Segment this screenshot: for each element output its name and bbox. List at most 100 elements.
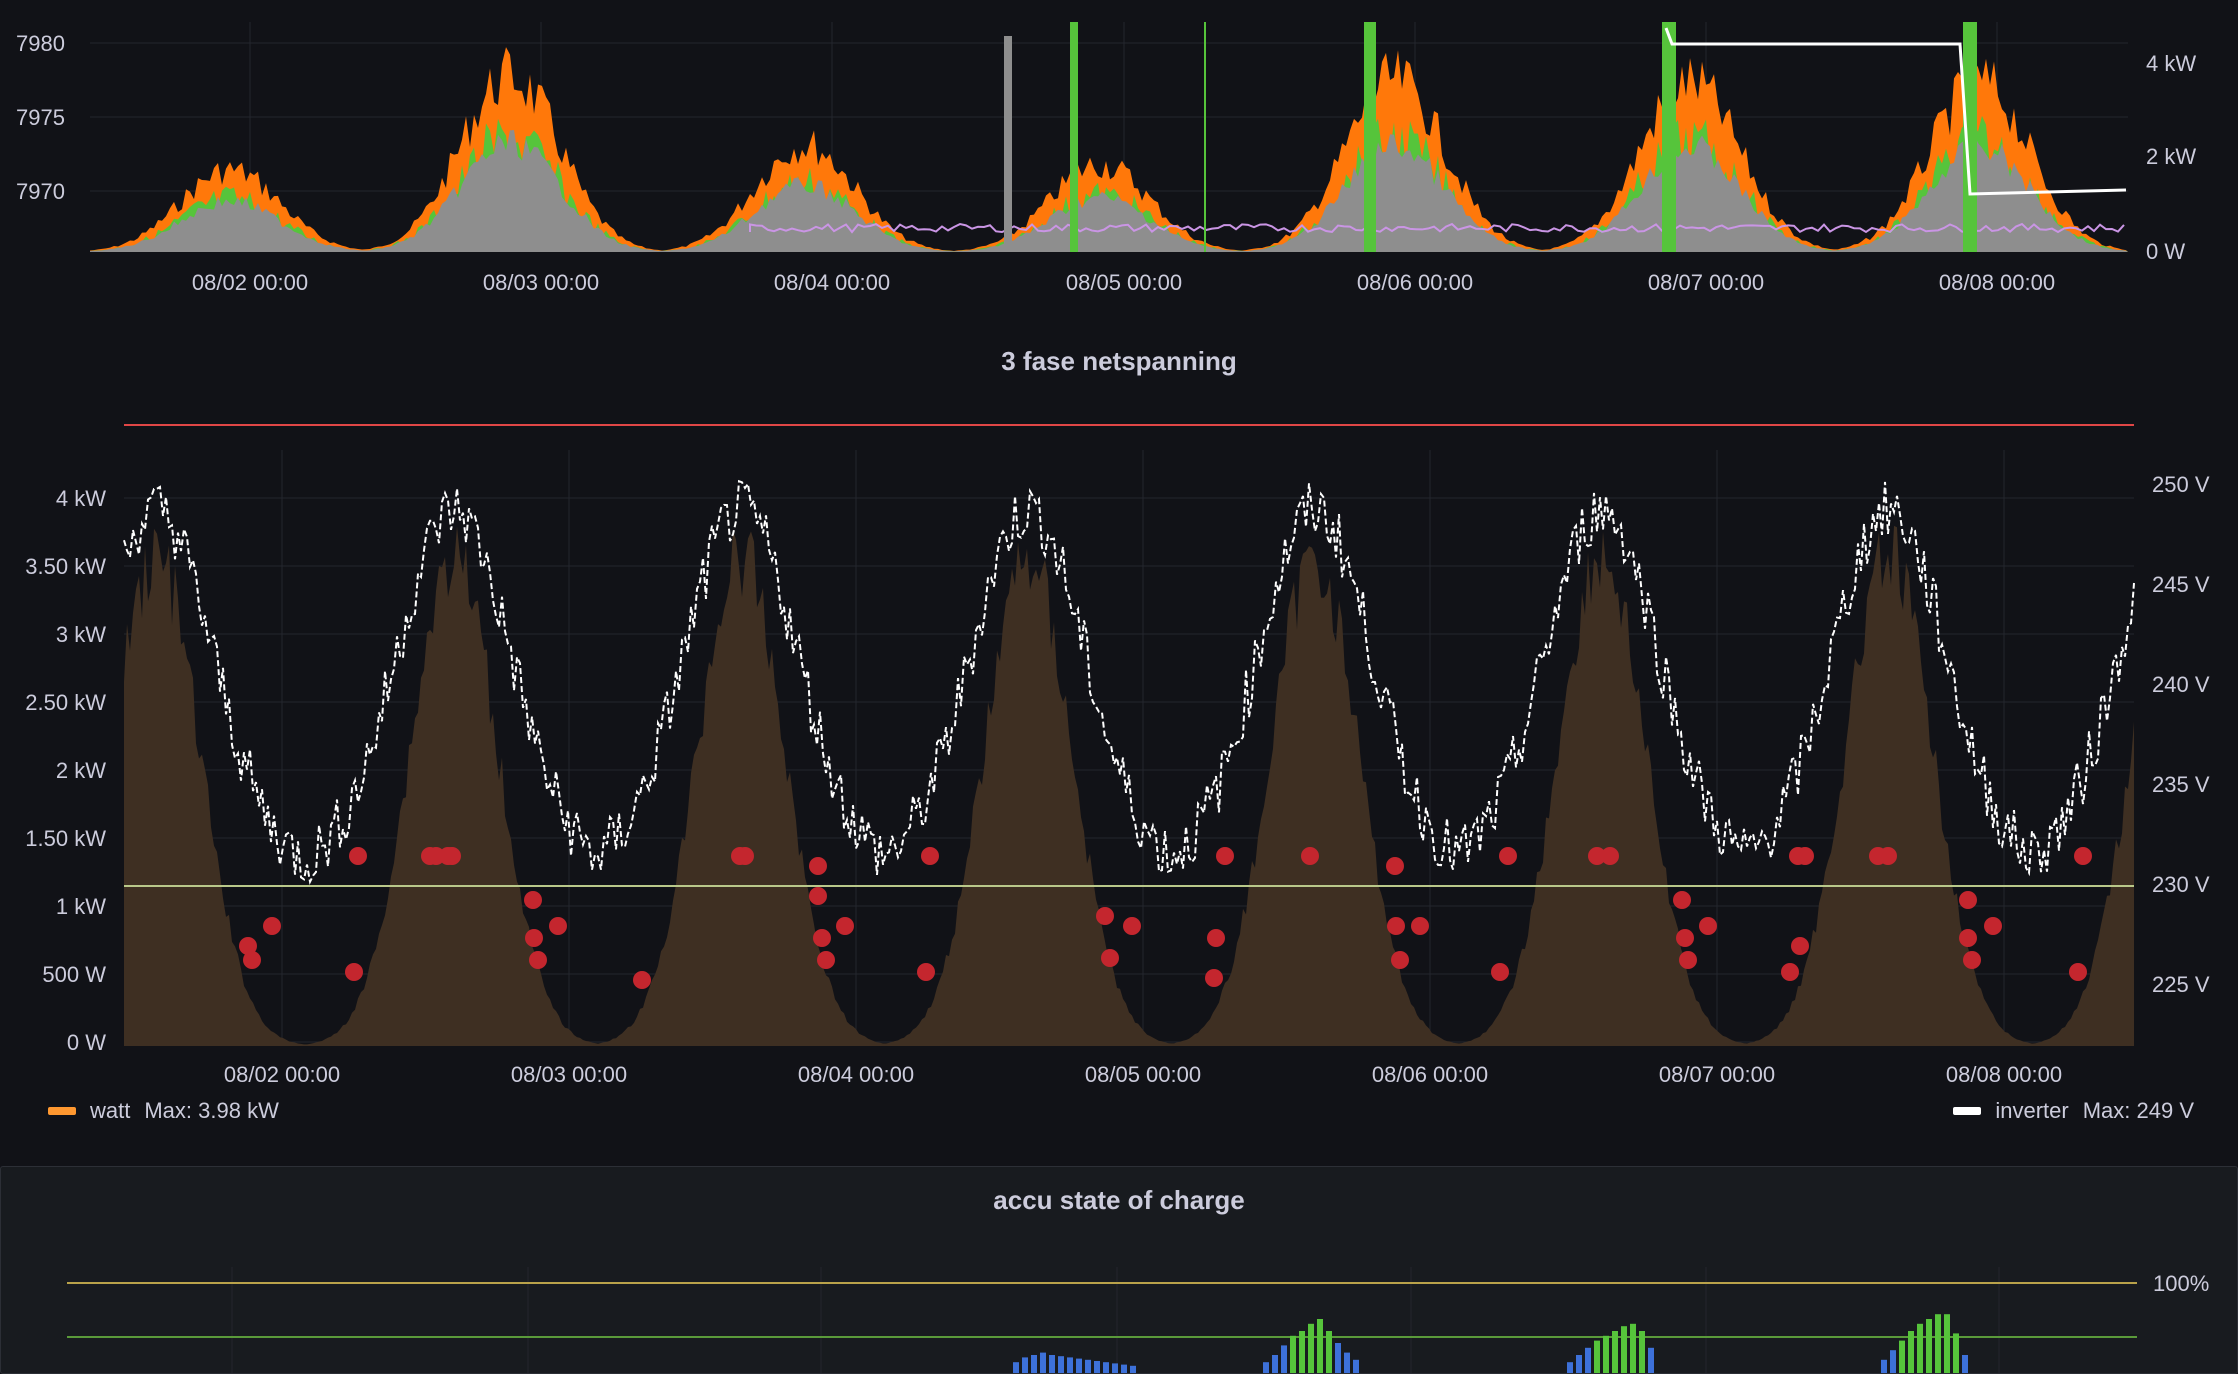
alarm-dot [524, 891, 542, 909]
voltage-panel[interactable]: 3 fase netspanning 4 kW 3.50 kW 3 kW 2.5… [0, 320, 2238, 1166]
soc-bar [1281, 1345, 1287, 1373]
alarm-dot [813, 929, 831, 947]
legend-inverter-max: Max: 249 V [2082, 1098, 2194, 1123]
top-x-axis: 08/02 00:00 08/03 00:00 08/04 00:00 08/0… [192, 270, 2055, 295]
accu-soc-title: accu state of charge [993, 1185, 1245, 1215]
soc-bar [1639, 1331, 1645, 1373]
soc-bar [1917, 1323, 1923, 1373]
alarm-dots [239, 847, 2092, 989]
soc-bar [1263, 1362, 1269, 1373]
soc-bar [1935, 1314, 1941, 1373]
alarm-dot [1411, 917, 1429, 935]
soc-bar [1585, 1347, 1591, 1373]
soc-bar [1344, 1352, 1350, 1373]
alarm-dot [836, 917, 854, 935]
legend-watt-max: Max: 3.98 kW [144, 1098, 279, 1123]
top-white-line [1664, 27, 2127, 196]
soc-bar [1962, 1355, 1968, 1373]
alarm-dot [1123, 917, 1141, 935]
mid-left-tick-4: 2.50 kW [25, 690, 106, 715]
alarm-dot [1499, 847, 1517, 865]
soc-bar [1630, 1323, 1636, 1373]
accu-soc-panel[interactable]: accu state of charge 100% [0, 1166, 2238, 1374]
mid-left-tick-3: 3 kW [56, 622, 106, 647]
legend-inverter[interactable]: inverter Max: 249 V [1953, 1098, 2194, 1124]
alarm-dot [1959, 929, 1977, 947]
soc-bar [1326, 1331, 1332, 1373]
alarm-dot [1207, 929, 1225, 947]
legend-watt[interactable]: watt Max: 3.98 kW [48, 1098, 279, 1124]
top-left-tick-2: 7975 [16, 105, 65, 130]
mid-right-tick-3: 240 V [2152, 672, 2210, 697]
alarm-dot [633, 971, 651, 989]
alarm-dot [1879, 847, 1897, 865]
soc-bar [1899, 1340, 1905, 1373]
alarm-dot [1096, 907, 1114, 925]
bottom-grid [231, 1267, 2000, 1373]
alarm-dot [263, 917, 281, 935]
alarm-dot [529, 951, 547, 969]
mid-x-tick-5: 08/06 00:00 [1372, 1062, 1488, 1087]
top-right-tick-3: 0 W [2146, 239, 2185, 264]
alarm-dot [809, 887, 827, 905]
mid-x-tick-2: 08/03 00:00 [511, 1062, 627, 1087]
alarm-dot [1601, 847, 1619, 865]
alarm-dot [1673, 891, 1691, 909]
energy-overview-chart[interactable]: 7980 7975 7970 4 kW 2 kW 0 W 08/02 00:00… [0, 0, 2238, 320]
top-gray-area [90, 130, 2128, 252]
top-purple-line [749, 222, 2125, 234]
alarm-dot [1216, 847, 1234, 865]
soc-bar [1058, 1356, 1064, 1373]
mid-left-tick-1: 4 kW [56, 486, 106, 511]
soc-bar [1094, 1361, 1100, 1373]
soc-bar [1121, 1364, 1127, 1373]
soc-bar [1621, 1326, 1627, 1373]
soc-bars [1013, 1314, 1968, 1373]
soc-bar [1908, 1331, 1914, 1373]
accu-soc-chart[interactable]: 100% [1, 1167, 2237, 1373]
soc-bar [1112, 1363, 1118, 1373]
soc-bar [1594, 1340, 1600, 1373]
alarm-dot [921, 847, 939, 865]
legend-inverter-label: inverter [1995, 1098, 2069, 1123]
mid-x-tick-3: 08/04 00:00 [798, 1062, 914, 1087]
alarm-dot [1205, 969, 1223, 987]
mid-x-tick-4: 08/05 00:00 [1085, 1062, 1201, 1087]
alarm-dot [917, 963, 935, 981]
alarm-dot [1796, 847, 1814, 865]
energy-overview-panel[interactable]: 7980 7975 7970 4 kW 2 kW 0 W 08/02 00:00… [0, 0, 2238, 320]
top-x-tick-2: 08/03 00:00 [483, 270, 599, 295]
top-x-tick-6: 08/07 00:00 [1648, 270, 1764, 295]
mid-left-tick-9: 0 W [67, 1030, 106, 1055]
alarm-dot [1491, 963, 1509, 981]
voltage-chart[interactable]: 4 kW 3.50 kW 3 kW 2.50 kW 2 kW 1.50 kW 1… [0, 320, 2238, 1166]
top-green-spike [1070, 22, 1078, 252]
soc-bar [1953, 1333, 1959, 1373]
soc-right-tick-1: 100% [2153, 1271, 2209, 1296]
voltage-panel-title: 3 fase netspanning [1001, 346, 1237, 376]
inverter-voltage-line [123, 479, 2135, 885]
soc-bar [1353, 1359, 1359, 1373]
watt-area [124, 525, 2134, 1046]
alarm-dot [817, 951, 835, 969]
top-green-spike [1364, 22, 1376, 252]
mid-right-axis: 250 V 245 V 240 V 235 V 230 V 225 V [2152, 472, 2210, 997]
soc-bar [1049, 1355, 1055, 1373]
alarm-dot [736, 847, 754, 865]
alarm-dot [809, 857, 827, 875]
soc-bar [1130, 1365, 1136, 1373]
mid-left-tick-5: 2 kW [56, 758, 106, 783]
soc-bar [1299, 1331, 1305, 1373]
alarm-dot [525, 929, 543, 947]
soc-bar [1881, 1359, 1887, 1373]
top-orange-area [90, 47, 2128, 253]
top-left-tick-3: 7970 [16, 179, 65, 204]
soc-bar [1022, 1357, 1028, 1373]
soc-bar [1272, 1355, 1278, 1373]
top-green-spike [1662, 22, 1676, 252]
alarm-dot [1791, 937, 1809, 955]
alarm-dot [1781, 963, 1799, 981]
mid-x-tick-1: 08/02 00:00 [224, 1062, 340, 1087]
alarm-dot [1676, 929, 1694, 947]
alarm-dot [239, 937, 257, 955]
